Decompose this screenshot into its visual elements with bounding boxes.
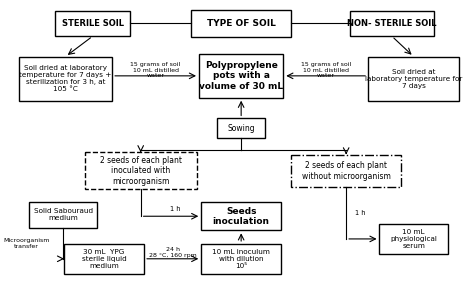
Text: 2 seeds of each plant
inoculated with
microorganism: 2 seeds of each plant inoculated with mi… (100, 156, 182, 186)
Text: 30 mL  YPG
sterile liquid
medium: 30 mL YPG sterile liquid medium (82, 249, 127, 269)
Text: 10 mL
physiological
serum: 10 mL physiological serum (390, 229, 437, 249)
FancyBboxPatch shape (55, 11, 130, 36)
Text: Solid Sabouraud
medium: Solid Sabouraud medium (34, 208, 92, 221)
Text: 15 grams of soil
10 mL distilled
water: 15 grams of soil 10 mL distilled water (130, 62, 181, 78)
FancyBboxPatch shape (201, 244, 281, 274)
Text: Soil dried at laboratory
temperature for 7 days +
sterilization for 3 h, at
105 : Soil dried at laboratory temperature for… (19, 65, 111, 92)
FancyBboxPatch shape (64, 244, 144, 274)
FancyBboxPatch shape (29, 202, 97, 228)
Text: 15 grams of soil
10 mL distilled
water: 15 grams of soil 10 mL distilled water (301, 62, 351, 78)
FancyBboxPatch shape (217, 118, 265, 138)
Text: 2 seeds of each plant
without microorganism: 2 seeds of each plant without microorgan… (302, 161, 391, 181)
FancyBboxPatch shape (368, 57, 459, 101)
Text: Sowing: Sowing (228, 124, 255, 133)
Text: TYPE OF SOIL: TYPE OF SOIL (207, 19, 275, 28)
Text: 10 mL inoculum
with dilution
10⁵: 10 mL inoculum with dilution 10⁵ (212, 249, 270, 269)
FancyBboxPatch shape (18, 57, 112, 101)
Text: STERILE SOIL: STERILE SOIL (62, 19, 124, 28)
FancyBboxPatch shape (199, 54, 283, 98)
Text: Polypropylene
pots with a
volume of 30 mL: Polypropylene pots with a volume of 30 m… (199, 61, 283, 91)
Text: 1 h: 1 h (356, 210, 366, 216)
FancyBboxPatch shape (85, 152, 197, 189)
FancyBboxPatch shape (191, 10, 292, 37)
Text: Microorganism
transfer: Microorganism transfer (3, 238, 50, 249)
Text: 24 h
28 °C, 160 rpm: 24 h 28 °C, 160 rpm (149, 247, 197, 258)
Text: Soil dried at
laboratory temperature for
7 days: Soil dried at laboratory temperature for… (365, 69, 463, 89)
FancyBboxPatch shape (380, 224, 448, 254)
FancyBboxPatch shape (292, 154, 401, 187)
Text: 1 h: 1 h (170, 206, 181, 212)
FancyBboxPatch shape (201, 202, 281, 230)
Text: NON- STERILE SOIL: NON- STERILE SOIL (347, 19, 437, 28)
Text: Seeds
inoculation: Seeds inoculation (213, 207, 270, 226)
FancyBboxPatch shape (350, 11, 434, 36)
